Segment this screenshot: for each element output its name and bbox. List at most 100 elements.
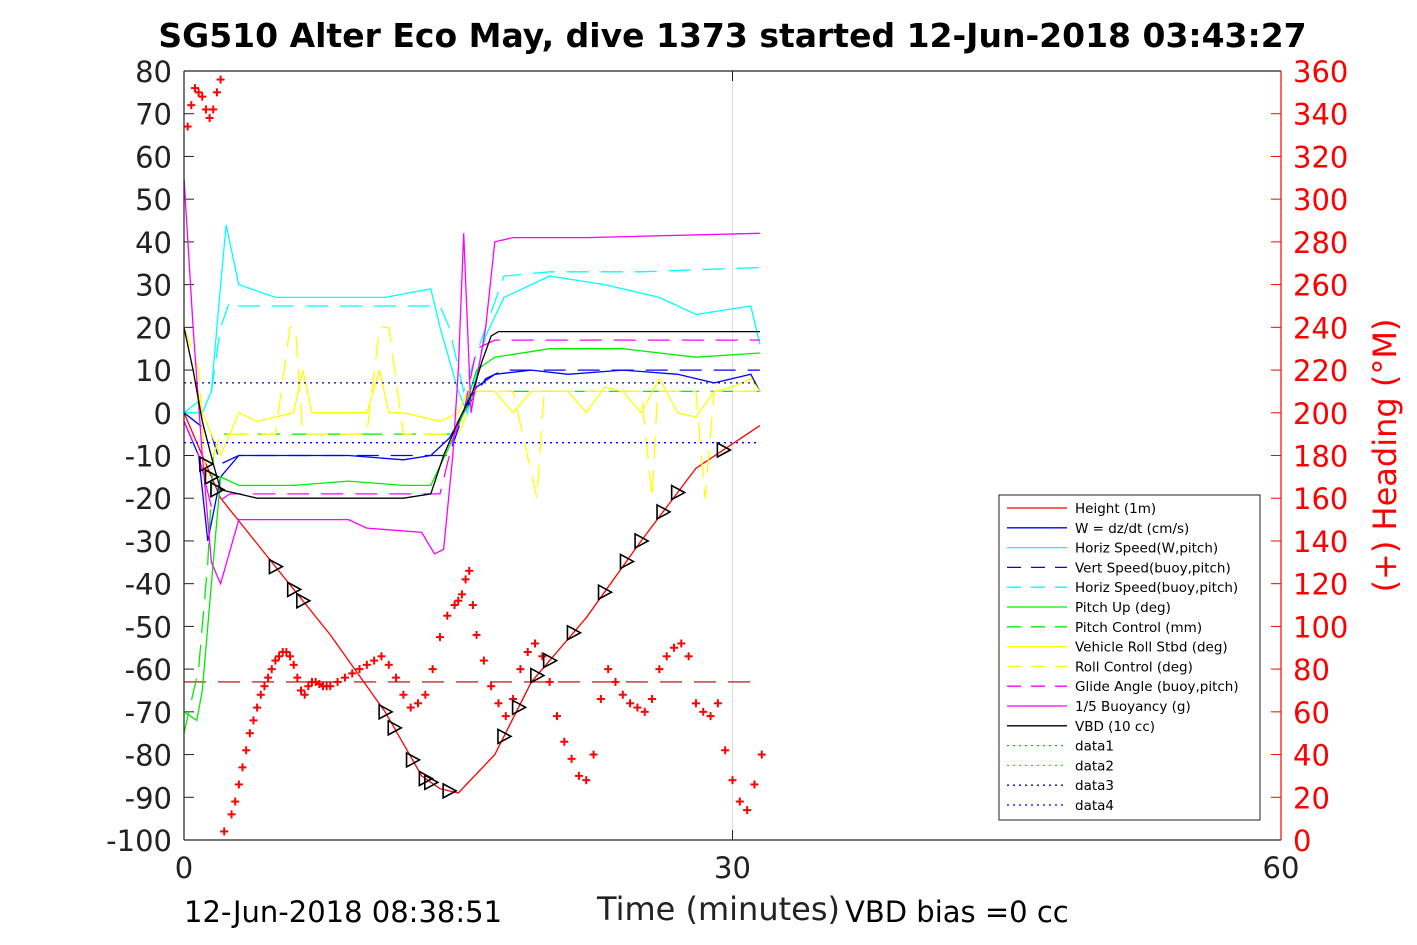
heading-point (567, 754, 576, 763)
heading-point (190, 84, 199, 93)
y-tick-label-left: -80 (125, 739, 172, 773)
footer-datetime: 12-Jun-2018 08:38:51 (184, 895, 503, 929)
heading-point (392, 673, 401, 682)
heading-point (271, 656, 280, 665)
heading-point (552, 712, 561, 721)
heading-point (267, 665, 276, 674)
direction-marker (497, 728, 513, 745)
heading-point (435, 633, 444, 642)
heading-point (220, 827, 229, 836)
heading-point (209, 105, 218, 114)
x-tick-label: 60 (1263, 851, 1300, 885)
heading-point (260, 682, 269, 691)
direction-marker (542, 652, 559, 669)
heading-point (216, 75, 225, 84)
heading-point (560, 737, 569, 746)
x-axis-label: Time (minutes) (597, 890, 840, 928)
legend-label: Pitch Control (mm) (1075, 620, 1202, 636)
y-tick-label-right: 200 (1293, 397, 1348, 431)
direction-marker (656, 503, 672, 521)
heading-point (249, 716, 258, 725)
heading-point (699, 707, 708, 716)
y-tick-label-right: 280 (1293, 226, 1348, 260)
series-line-5 (183, 348, 760, 722)
series-line-10 (183, 177, 760, 586)
y-tick-label-left: -50 (125, 610, 172, 644)
y-tick-label-right: 40 (1293, 739, 1330, 773)
y-tick-label-left: -90 (125, 781, 172, 815)
direction-marker (511, 699, 528, 716)
direction-marker (442, 782, 458, 800)
heading-point (691, 699, 700, 708)
y-tick-label-right: 300 (1293, 183, 1348, 217)
heading-point (677, 639, 686, 648)
heading-point (465, 566, 474, 575)
y-tick-label-right: 260 (1293, 269, 1348, 303)
heading-point (421, 690, 430, 699)
heading-point (297, 686, 306, 695)
direction-marker (378, 703, 394, 721)
footer-vbd-bias: VBD bias =0 cc (845, 895, 1069, 929)
heading-point (348, 669, 357, 678)
y-tick-label-right: 340 (1293, 98, 1348, 132)
heading-point (618, 690, 627, 699)
direction-marker (268, 558, 285, 575)
heading-point (582, 776, 591, 785)
heading-point (596, 695, 605, 704)
legend-label: Height (1m) (1075, 501, 1156, 517)
y-tick-label-right: 360 (1293, 55, 1348, 89)
y-tick-label-right: 120 (1293, 568, 1348, 602)
heading-point (333, 677, 342, 686)
y-tick-label-left: 50 (135, 183, 172, 217)
heading-point (648, 695, 657, 704)
direction-marker (296, 592, 312, 610)
heading-point (443, 611, 452, 620)
legend-label: Pitch Up (deg) (1075, 600, 1171, 616)
y-tick-label-right: 320 (1293, 140, 1348, 174)
heading-point (286, 652, 295, 661)
y-tick-label-left: 40 (135, 226, 172, 260)
heading-point (282, 648, 291, 657)
y-tick-label-right: 180 (1293, 440, 1348, 474)
heading-point (300, 690, 309, 699)
y-tick-label-left: -20 (125, 482, 172, 516)
heading-point (743, 806, 752, 815)
legend-box (998, 494, 1261, 821)
heading-point (501, 712, 510, 721)
heading-point (253, 703, 262, 712)
legend-label: Horiz Speed(W,pitch) (1075, 541, 1218, 557)
direction-marker (566, 624, 583, 642)
y-tick-label-right: 60 (1293, 696, 1330, 730)
direction-marker (634, 532, 650, 550)
heading-point (604, 665, 613, 674)
y-tick-label-left: 60 (135, 140, 172, 174)
y-tick-label-left: -60 (125, 653, 172, 687)
legend-label: Roll Control (deg) (1075, 659, 1193, 675)
direction-marker (204, 468, 221, 486)
series-line-9 (183, 339, 760, 508)
heading-point (293, 673, 302, 682)
series-line-4 (183, 266, 760, 414)
heading-point (377, 652, 386, 661)
heading-point (414, 699, 423, 708)
heading-point (684, 652, 693, 661)
heading-point (479, 656, 488, 665)
legend-label: Vehicle Roll Stbd (deg) (1075, 640, 1228, 656)
heading-point (457, 590, 466, 599)
heading-point (454, 596, 463, 605)
heading-point (198, 92, 207, 101)
heading-point (238, 763, 247, 772)
legend-label: W = dz/dt (cm/s) (1075, 521, 1189, 537)
y-tick-label-left: 80 (135, 55, 172, 89)
heading-point (494, 699, 503, 708)
heading-point (611, 677, 620, 686)
heading-point (362, 660, 371, 669)
y-tick-label-left: -30 (125, 525, 172, 559)
series-line-2 (184, 224, 761, 415)
y-tick-label-right: 100 (1293, 610, 1348, 644)
direction-marker (424, 773, 440, 791)
heading-point (461, 575, 470, 584)
legend-label: Horiz Speed(buoy,pitch) (1075, 580, 1238, 596)
heading-point (340, 673, 349, 682)
direction-marker (619, 553, 636, 570)
